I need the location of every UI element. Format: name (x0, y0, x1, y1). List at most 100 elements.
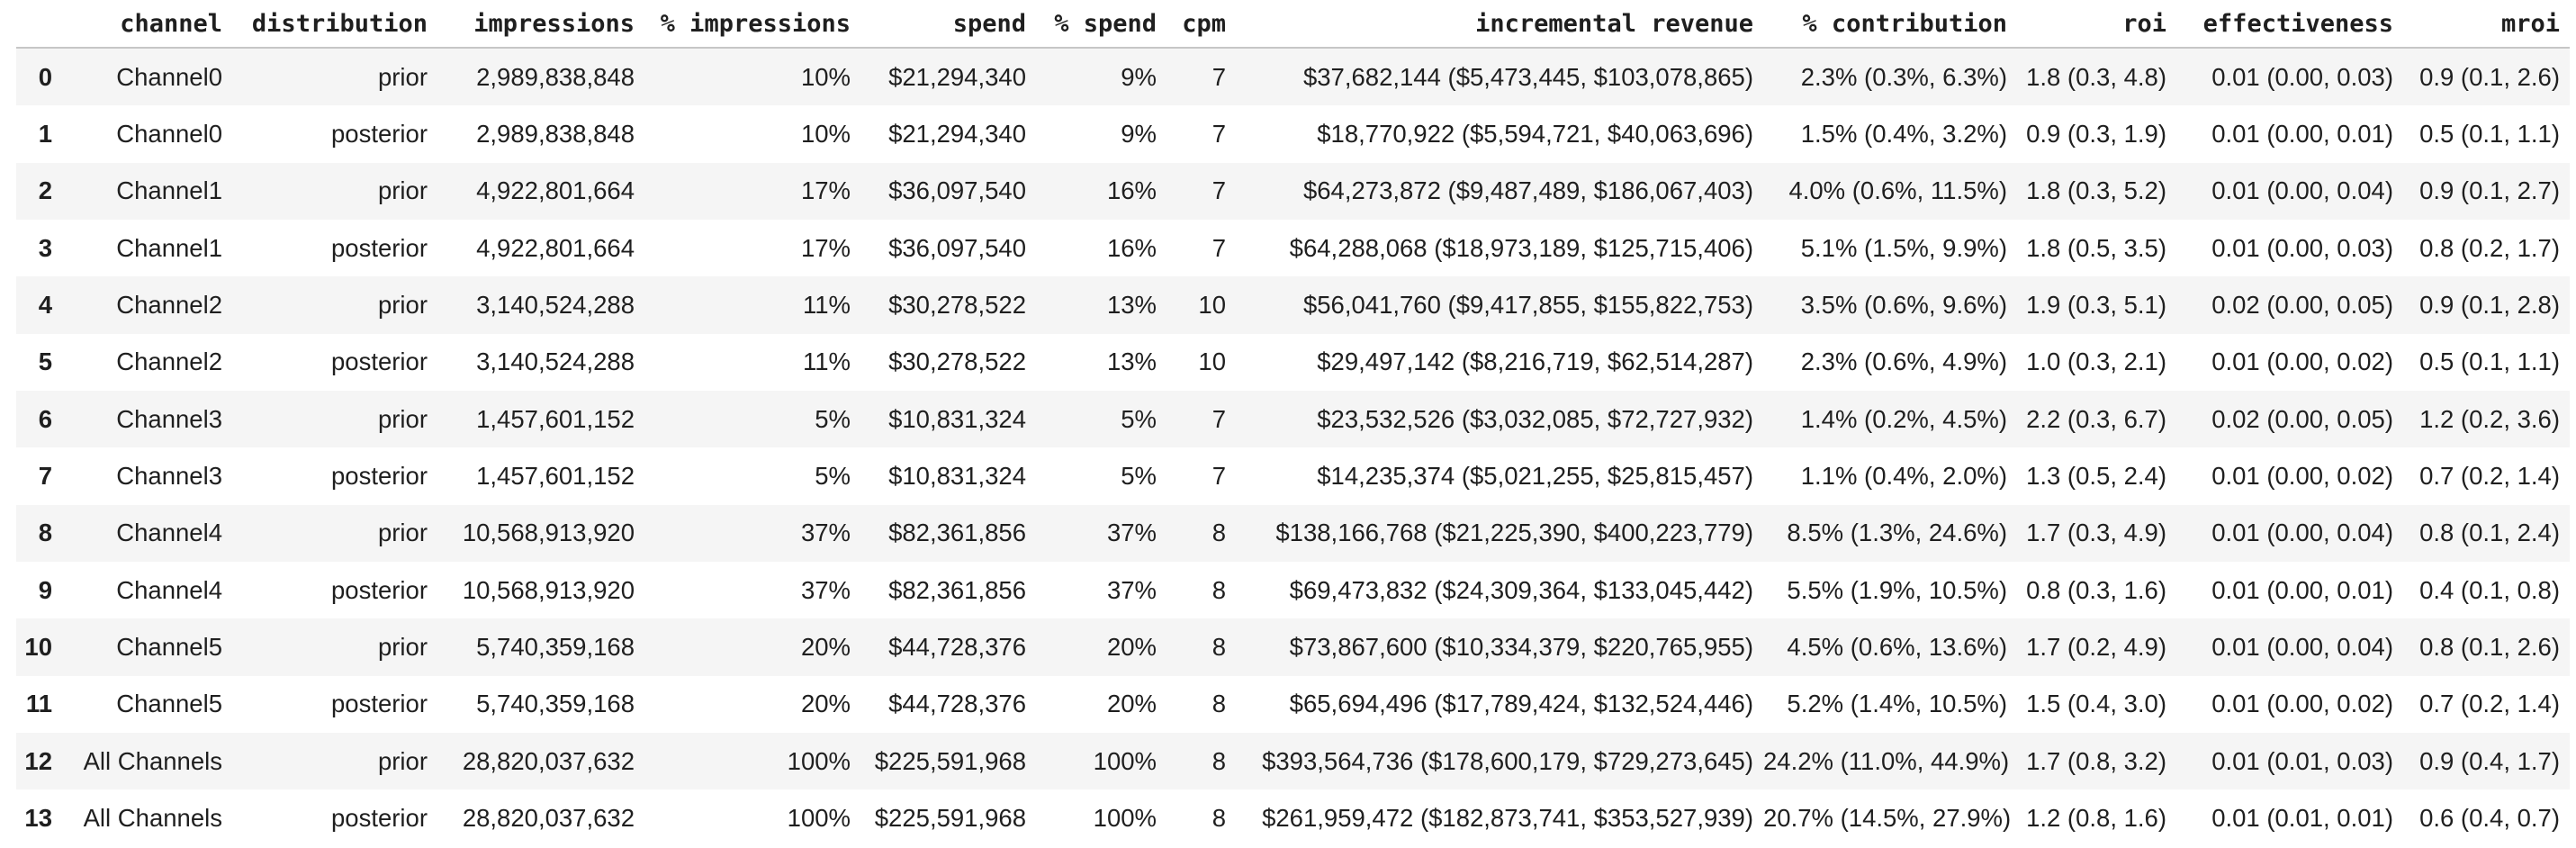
cell-channel: Channel1 (62, 162, 232, 221)
cell-spend: $21,294,340 (860, 48, 1036, 106)
cell-impressions: 5,740,359,168 (437, 618, 644, 676)
cell-channel: Channel4 (62, 504, 232, 563)
cell-cpm: 7 (1166, 162, 1236, 221)
cell-spend: $30,278,522 (860, 276, 1036, 334)
table-row: 3 Channel1 posterior 4,922,801,664 17% $36,09… (16, 220, 2570, 276)
cell-cpm: 7 (1211, 120, 1226, 149)
row-index: 7 (38, 462, 52, 491)
cell-pct_impressions: 11% (644, 276, 860, 334)
cell-pct_contribution: 5.1% (1.5%, 9.9%) (1800, 233, 2007, 262)
cell-spend: $44,728,376 (888, 690, 1026, 718)
column-header-incremental_revenue: incremental revenue (1236, 0, 1763, 49)
cell-effectiveness: 0.01 (0.00, 0.02) (2211, 347, 2393, 376)
row-index: 6 (16, 391, 62, 448)
cell-mroi: 0.7 (0.2, 1.4) (2419, 462, 2560, 491)
cell-pct_contribution: 20.7% (14.5%, 27.9%) (1763, 804, 2012, 833)
cell-effectiveness: 0.02 (0.00, 0.05) (2176, 276, 2403, 334)
cell-spend: $82,361,856 (860, 504, 1036, 563)
cell-mroi: 0.8 (0.2, 1.7) (2419, 233, 2560, 262)
cell-channel: All Channels (62, 733, 232, 790)
cell-channel: Channel1 (116, 233, 222, 262)
cell-effectiveness: 0.01 (0.00, 0.03) (2211, 233, 2393, 262)
cell-effectiveness: 0.02 (0.00, 0.05) (2176, 391, 2403, 448)
cell-channel: Channel2 (62, 276, 232, 334)
cell-pct_spend: 13% (1106, 347, 1157, 376)
cell-cpm: 8 (1166, 618, 1236, 676)
cell-roi: 1.7 (0.2, 4.9) (2017, 618, 2176, 676)
cell-pct_spend: 100% (1036, 733, 1166, 790)
cell-distribution: prior (232, 162, 437, 221)
cell-impressions: 3,140,524,288 (437, 276, 644, 334)
cell-pct_impressions: 20% (644, 618, 860, 676)
cell-incremental_revenue: $393,564,736 ($178,600,179, $729,273,645… (1236, 733, 1763, 790)
cell-pct_spend: 5% (1121, 462, 1157, 491)
cell-mroi: 0.6 (0.4, 0.7) (2419, 804, 2560, 833)
cell-roi: 1.8 (0.3, 4.8) (2017, 48, 2176, 106)
cell-roi: 0.8 (0.3, 1.6) (2026, 575, 2166, 604)
cell-channel: Channel0 (116, 120, 222, 149)
cell-effectiveness: 0.01 (0.00, 0.04) (2176, 504, 2403, 563)
column-header-effectiveness: effectiveness (2176, 0, 2403, 49)
cell-pct_contribution: 3.5% (0.6%, 9.6%) (1763, 276, 2017, 334)
cell-mroi: 0.4 (0.1, 0.8) (2419, 575, 2560, 604)
cell-incremental_revenue: $261,959,472 ($182,873,741, $353,527,939… (1262, 804, 1753, 833)
cell-roi: 2.2 (0.3, 6.7) (2017, 391, 2176, 448)
row-index: 13 (24, 804, 52, 833)
cell-cpm: 10 (1198, 347, 1226, 376)
cell-incremental_revenue: $14,235,374 ($5,021,255, $25,815,457) (1317, 462, 1753, 491)
cell-channel: Channel4 (116, 575, 222, 604)
cell-incremental_revenue: $69,473,832 ($24,309,364, $133,045,442) (1289, 575, 1753, 604)
column-header-pct_contribution: % contribution (1763, 0, 2017, 49)
column-header-impressions: impressions (437, 0, 644, 49)
cell-pct_contribution: 24.2% (11.0%, 44.9%) (1763, 733, 2017, 790)
cell-cpm: 8 (1166, 733, 1236, 790)
cell-channel: Channel5 (62, 618, 232, 676)
cell-impressions: 10,568,913,920 (462, 575, 635, 604)
channel-summary-table: channel distribution impressions% impressi… (16, 0, 2570, 847)
cell-channel: Channel0 (62, 48, 232, 106)
table-row: 12 All Channels prior 28,820,037,632 100% $22… (16, 733, 2570, 790)
cell-distribution: posterior (331, 690, 428, 718)
cell-pct_spend: 20% (1106, 690, 1157, 718)
table-row: 13 All Channels posterior 28,820,037,632 100… (16, 789, 2570, 846)
row-index: 5 (38, 347, 52, 376)
table-body: 0 Channel0 prior 2,989,838,848 10% $21,294,34… (16, 48, 2570, 847)
cell-channel: All Channels (83, 804, 222, 833)
cell-spend: $10,831,324 (860, 391, 1036, 448)
cell-effectiveness: 0.01 (0.00, 0.04) (2176, 618, 2403, 676)
cell-mroi: 0.9 (0.1, 2.6) (2403, 48, 2570, 106)
cell-impressions: 10,568,913,920 (437, 504, 644, 563)
column-header-channel: channel (62, 0, 232, 49)
cell-pct_impressions: 17% (800, 233, 851, 262)
cell-mroi: 0.8 (0.1, 2.4) (2403, 504, 2570, 563)
cell-mroi: 0.9 (0.1, 2.8) (2403, 276, 2570, 334)
table-row: 7 Channel3 posterior 1,457,601,152 5% $10,831… (16, 447, 2570, 504)
row-index: 12 (16, 733, 62, 790)
cell-pct_contribution: 1.4% (0.2%, 4.5%) (1763, 391, 2017, 448)
cell-roi: 1.0 (0.3, 2.1) (2026, 347, 2166, 376)
cell-roi: 1.7 (0.3, 4.9) (2017, 504, 2176, 563)
cell-incremental_revenue: $29,497,142 ($8,216,719, $62,514,287) (1317, 347, 1753, 376)
cell-spend: $44,728,376 (860, 618, 1036, 676)
cell-effectiveness: 0.01 (0.00, 0.01) (2211, 120, 2393, 149)
column-header-roi: roi (2017, 0, 2176, 49)
cell-distribution: prior (232, 733, 437, 790)
table-row: 0 Channel0 prior 2,989,838,848 10% $21,294,34… (16, 48, 2570, 106)
cell-pct_impressions: 37% (800, 575, 851, 604)
cell-distribution: posterior (331, 804, 428, 833)
cell-incremental_revenue: $64,288,068 ($18,973,189, $125,715,406) (1289, 233, 1753, 262)
cell-pct_spend: 13% (1036, 276, 1166, 334)
cell-pct_contribution: 1.1% (0.4%, 2.0%) (1800, 462, 2007, 491)
cell-cpm: 8 (1211, 804, 1226, 833)
cell-incremental_revenue: $64,273,872 ($9,487,489, $186,067,403) (1236, 162, 1763, 221)
cell-pct_spend: 16% (1036, 162, 1166, 221)
cell-mroi: 0.9 (0.4, 1.7) (2403, 733, 2570, 790)
cell-roi: 1.7 (0.8, 3.2) (2017, 733, 2176, 790)
row-index: 9 (38, 575, 52, 604)
cell-spend: $10,831,324 (888, 462, 1026, 491)
cell-channel: Channel2 (116, 347, 222, 376)
cell-incremental_revenue: $65,694,496 ($17,789,424, $132,524,446) (1289, 690, 1753, 718)
cell-incremental_revenue: $37,682,144 ($5,473,445, $103,078,865) (1236, 48, 1763, 106)
cell-distribution: prior (232, 618, 437, 676)
row-index: 11 (25, 690, 52, 718)
